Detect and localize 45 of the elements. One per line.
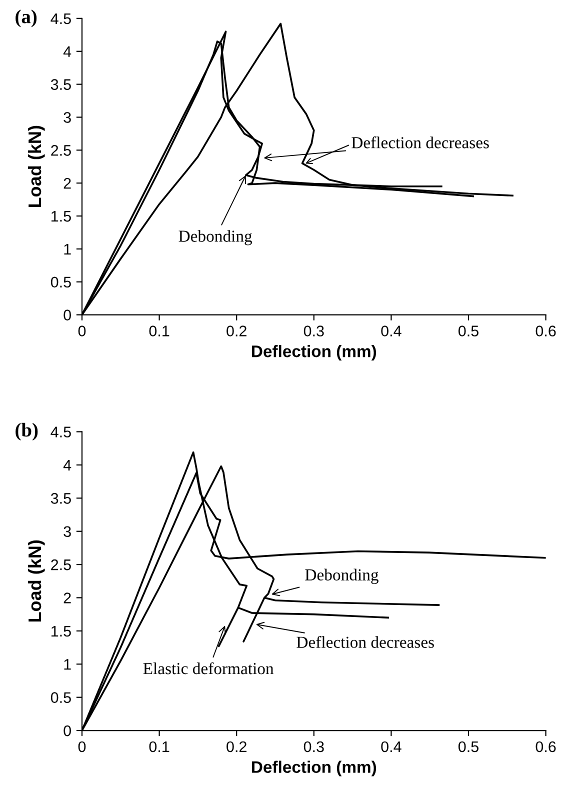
y-tick-label: 1 [64,244,71,254]
x-tick-label: 0.1 [149,741,170,752]
x-tick-label: 0.6 [536,741,556,752]
y-tick-label: 3 [64,112,71,123]
x-tick-label: 0 [78,326,86,336]
x-tick-label: 0.4 [381,741,402,752]
x-tick-label: 0.4 [381,326,402,336]
y-axis-title: Load (kN) [28,126,45,208]
y-tick-label: 2.5 [51,559,71,570]
y-tick-label: 3 [64,526,71,538]
y-tick-label: 4.5 [50,13,71,24]
chart-title: (a) [16,10,37,28]
y-tick-label: 4 [63,460,72,470]
x-tick-label: 0.5 [458,741,478,752]
y-tick-label: 1.5 [52,626,71,637]
y-tick-label: 4.5 [50,426,71,438]
annotation: Elastic deformation [143,662,274,674]
x-tick-label: 0.1 [149,326,170,336]
y-tick-label: 2.5 [51,145,71,156]
y-tick-label: 0 [64,310,71,320]
x-axis-title: Deflection (mm) [252,345,376,361]
annotation: Deflection decreases [352,136,489,148]
y-tick-label: 3.5 [50,493,71,504]
x-axis-title: Deflection (mm) [252,760,376,776]
x-tick-label: 0 [78,741,86,752]
x-tick-label: 0.2 [226,326,246,336]
annotation: Debonding [178,230,252,246]
y-tick-label: 0.5 [50,692,71,703]
chart-title: (b) [16,422,38,441]
y-tick-label: 2 [64,592,71,604]
y-tick-label: 1 [64,659,71,670]
y-tick-label: 3.5 [50,79,71,90]
x-tick-label: 0.2 [226,741,246,752]
y-tick-label: 4 [63,46,72,57]
y-axis-title: Load (kN) [28,540,45,622]
x-tick-label: 0.3 [304,741,324,752]
y-tick-label: 2 [64,178,71,189]
annotation: Deflection decreases [296,636,434,648]
y-tick-label: 0.5 [50,276,71,288]
x-tick-label: 0.5 [458,326,478,336]
y-tick-label: 1.5 [52,211,71,222]
annotation: Debonding [305,568,378,584]
x-tick-label: 0.3 [304,326,324,336]
x-tick-label: 0.6 [536,326,556,336]
y-tick-label: 0 [64,725,71,736]
